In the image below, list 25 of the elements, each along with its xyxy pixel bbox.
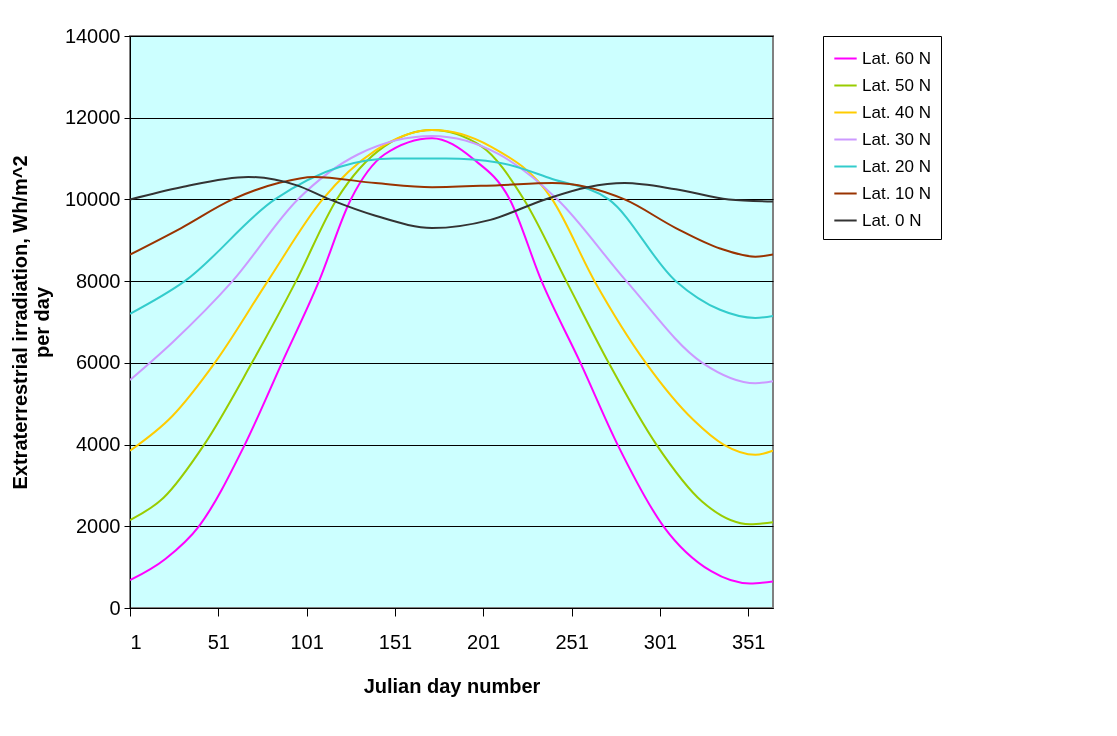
x-tick-label: 151 <box>378 630 413 653</box>
x-tick-label: 101 <box>290 630 324 653</box>
x-tick-label: 1 <box>130 630 142 653</box>
y-tick-label: 2000 <box>76 514 121 537</box>
legend-label: Lat. 60 N <box>862 48 931 68</box>
x-tick-label: 251 <box>555 630 589 653</box>
y-tick-label: 6000 <box>76 351 121 374</box>
legend-label: Lat. 10 N <box>862 183 931 203</box>
x-tick-label: 51 <box>207 630 230 653</box>
y-axis-title: Extraterrestrial irradiation, Wh/m^2 per day <box>8 155 53 490</box>
x-tick-label: 351 <box>732 630 766 653</box>
y-tick-label: 12000 <box>64 106 121 129</box>
legend-label: Lat. 0 N <box>862 210 922 230</box>
legend-label: Lat. 50 N <box>862 75 931 95</box>
x-axis-title: Julian day number <box>363 674 541 697</box>
y-tick-label: 14000 <box>64 24 121 47</box>
y-tick-label: 8000 <box>76 269 121 292</box>
legend-label: Lat. 40 N <box>862 102 931 122</box>
x-tick-label: 301 <box>643 630 678 653</box>
y-tick-label: 0 <box>109 596 121 619</box>
legend-label: Lat. 20 N <box>862 156 931 176</box>
y-tick-label: 10000 <box>64 187 121 210</box>
y-tick-label: 4000 <box>76 433 121 456</box>
legend-label: Lat. 30 N <box>862 129 931 149</box>
x-tick-label: 201 <box>467 630 501 653</box>
